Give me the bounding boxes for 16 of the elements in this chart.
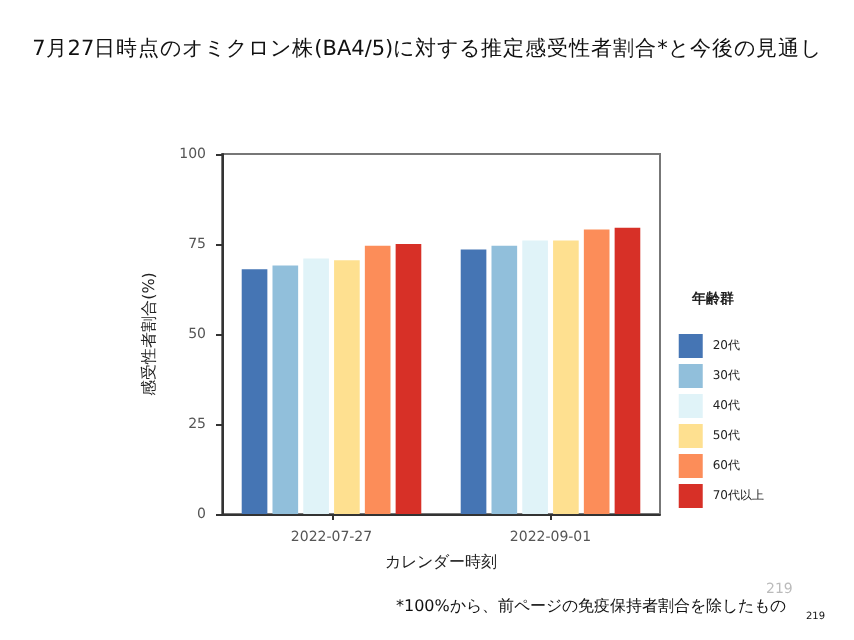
bar (460, 249, 487, 514)
text: *100%から、前ページの免疫保持者割合を除したもの (396, 597, 786, 615)
y-axis-title: 感受性者割合(%) (140, 272, 159, 396)
bar (614, 227, 641, 514)
x-axis-title: カレンダー時刻 (385, 552, 497, 571)
bar (522, 240, 548, 514)
bar (364, 245, 391, 514)
bar (303, 258, 329, 514)
bar (491, 245, 518, 514)
bar (553, 240, 579, 514)
bar (272, 265, 299, 514)
bar (395, 244, 422, 514)
chart-title: 7月27日時点のオミクロン株(BA4/5)に対する推定感受性者割合*と今後の見通し (32, 35, 822, 61)
bar (583, 229, 610, 514)
bar (241, 269, 268, 514)
bar (334, 260, 360, 514)
